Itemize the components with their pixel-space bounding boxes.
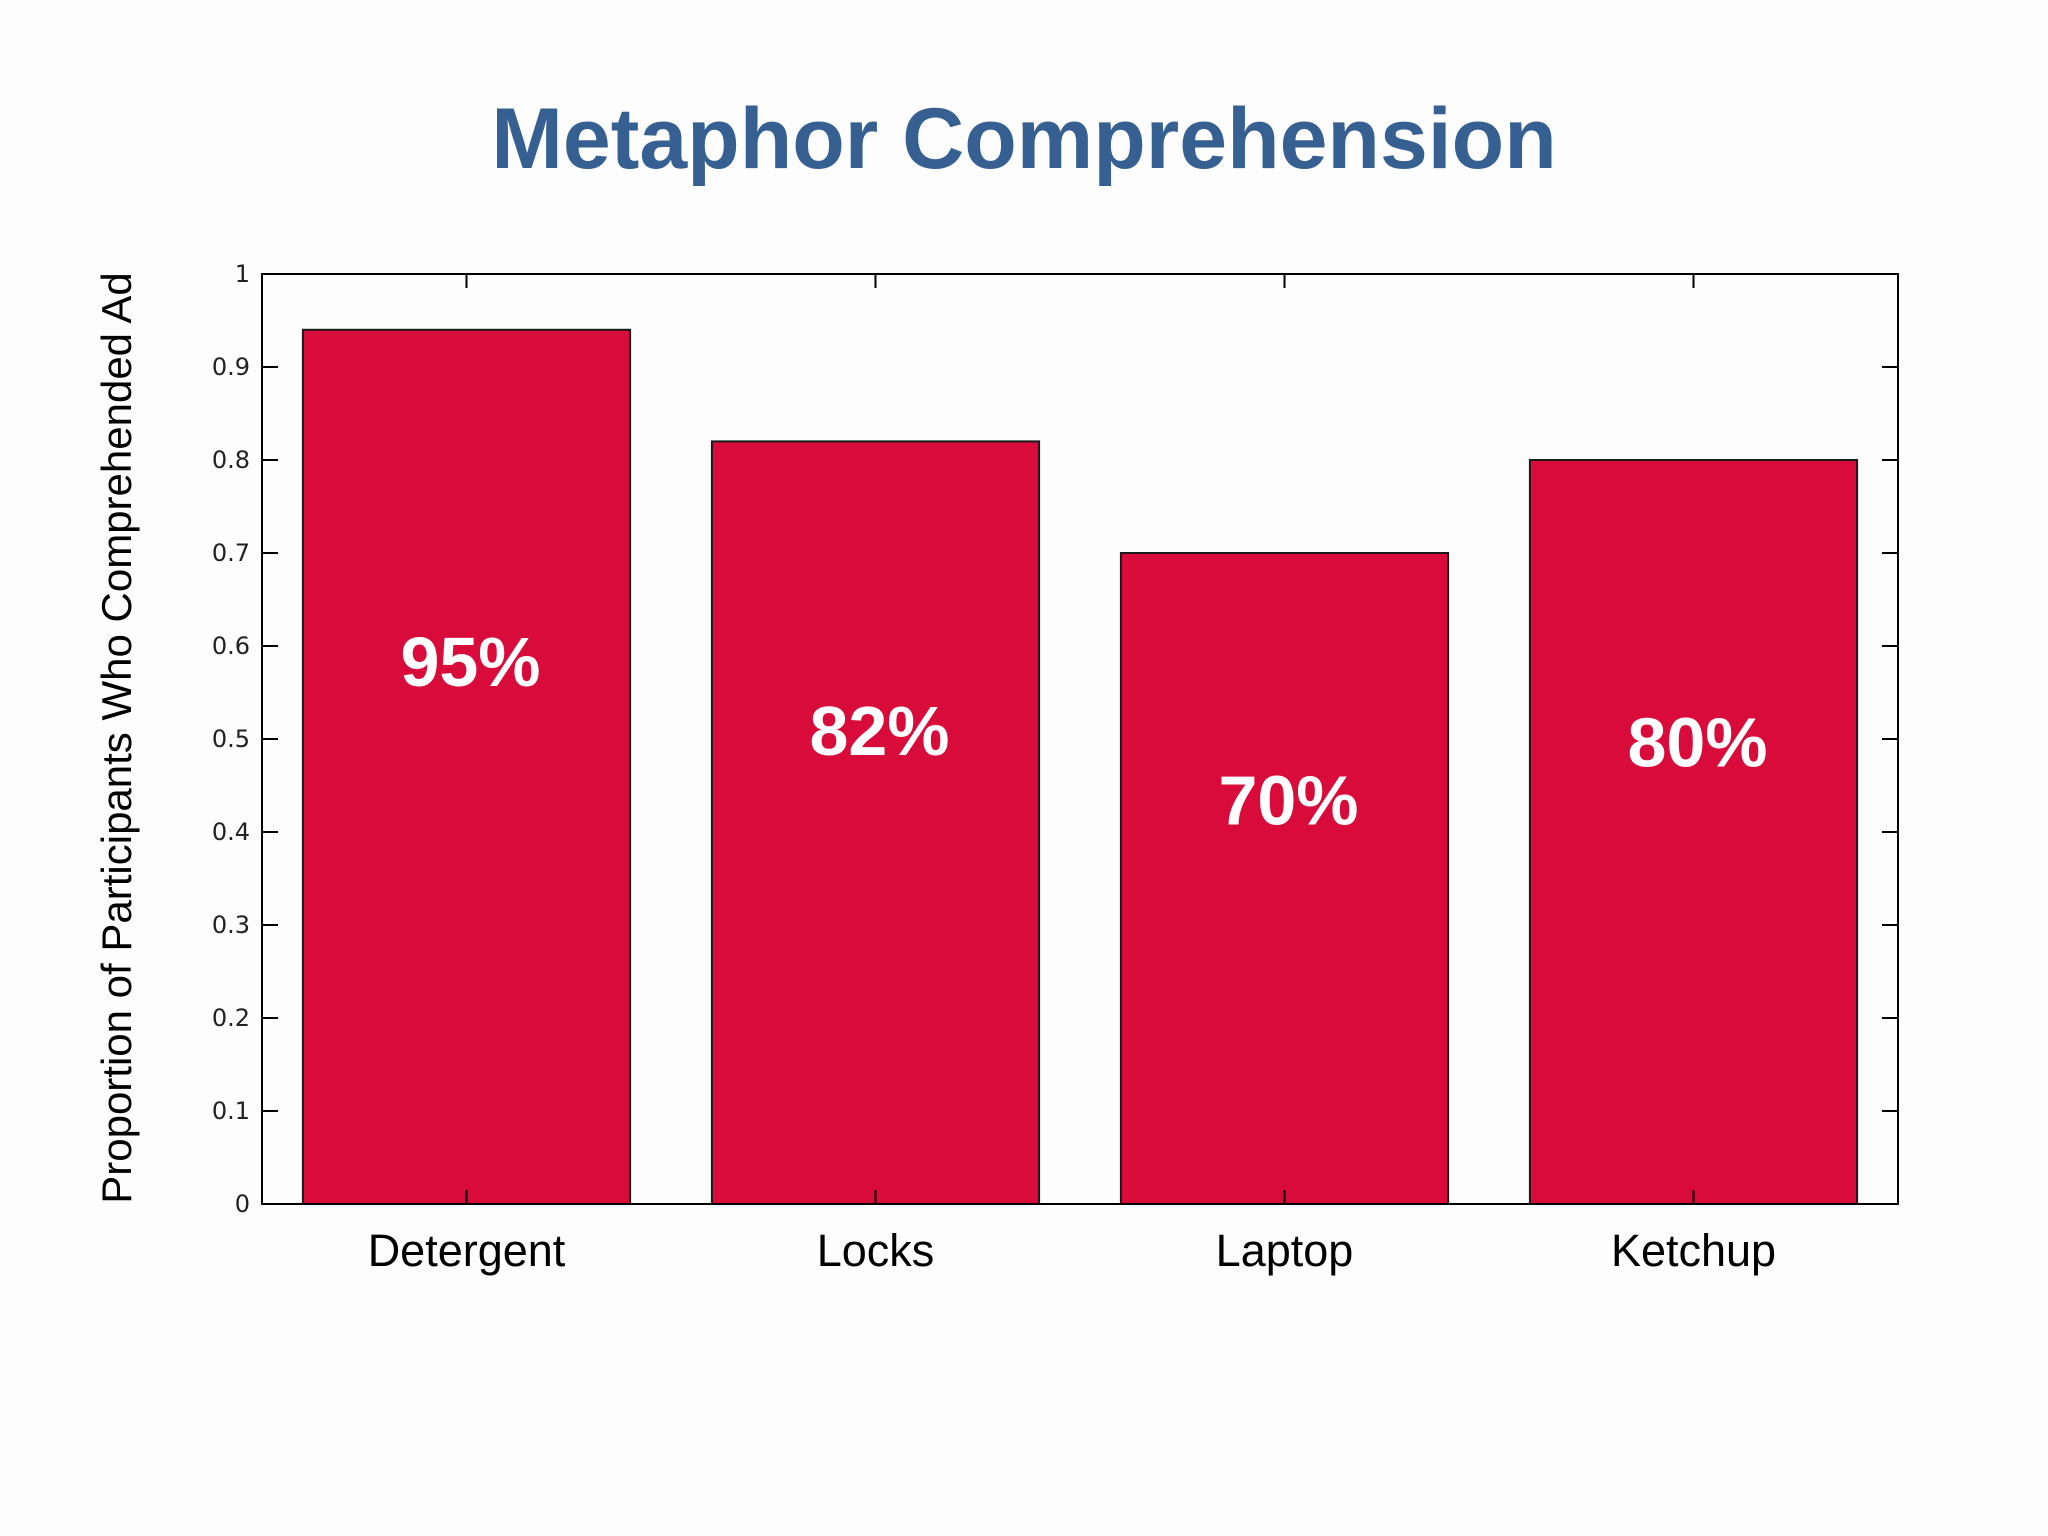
data-label-detergent: 95% <box>400 623 540 701</box>
chart-title: Metaphor Comprehension <box>491 91 1557 187</box>
y-tick-label: 0.9 <box>212 353 250 381</box>
y-tick-label: 0.5 <box>212 725 250 753</box>
y-tick-label: 0 <box>235 1190 250 1218</box>
y-tick-label: 0.8 <box>212 446 250 474</box>
plot-area: 0 0.1 0.2 0.3 0.4 0.5 0.6 0.7 0.8 0.9 1 Detergent 95… <box>212 260 1899 1276</box>
y-tick-label: 0.2 <box>212 1004 250 1032</box>
x-tick-label-detergent: Detergent <box>368 1225 566 1276</box>
bar-ketchup <box>1528 459 1859 1205</box>
data-label-laptop: 70% <box>1218 761 1358 839</box>
data-label-ketchup: 80% <box>1627 704 1767 782</box>
y-tick-label: 0.4 <box>212 818 250 846</box>
y-tick-label: 1 <box>235 260 250 288</box>
y-tick-label: 0.3 <box>212 911 250 939</box>
bar-locks <box>710 440 1041 1205</box>
x-tick-label-laptop: Laptop <box>1216 1225 1354 1276</box>
y-axis-label: Proportion of Participants Who Comprehen… <box>93 272 140 1204</box>
bar-detergent <box>301 328 632 1205</box>
y-tick-label: 0.7 <box>212 539 250 567</box>
y-tick-label: 0.6 <box>212 632 250 660</box>
bar-laptop <box>1119 552 1450 1205</box>
x-tick-label-ketchup: Ketchup <box>1611 1225 1776 1276</box>
y-tick-label: 0.1 <box>212 1097 250 1125</box>
data-label-locks: 82% <box>809 692 949 770</box>
x-tick-label-locks: Locks <box>817 1225 935 1276</box>
